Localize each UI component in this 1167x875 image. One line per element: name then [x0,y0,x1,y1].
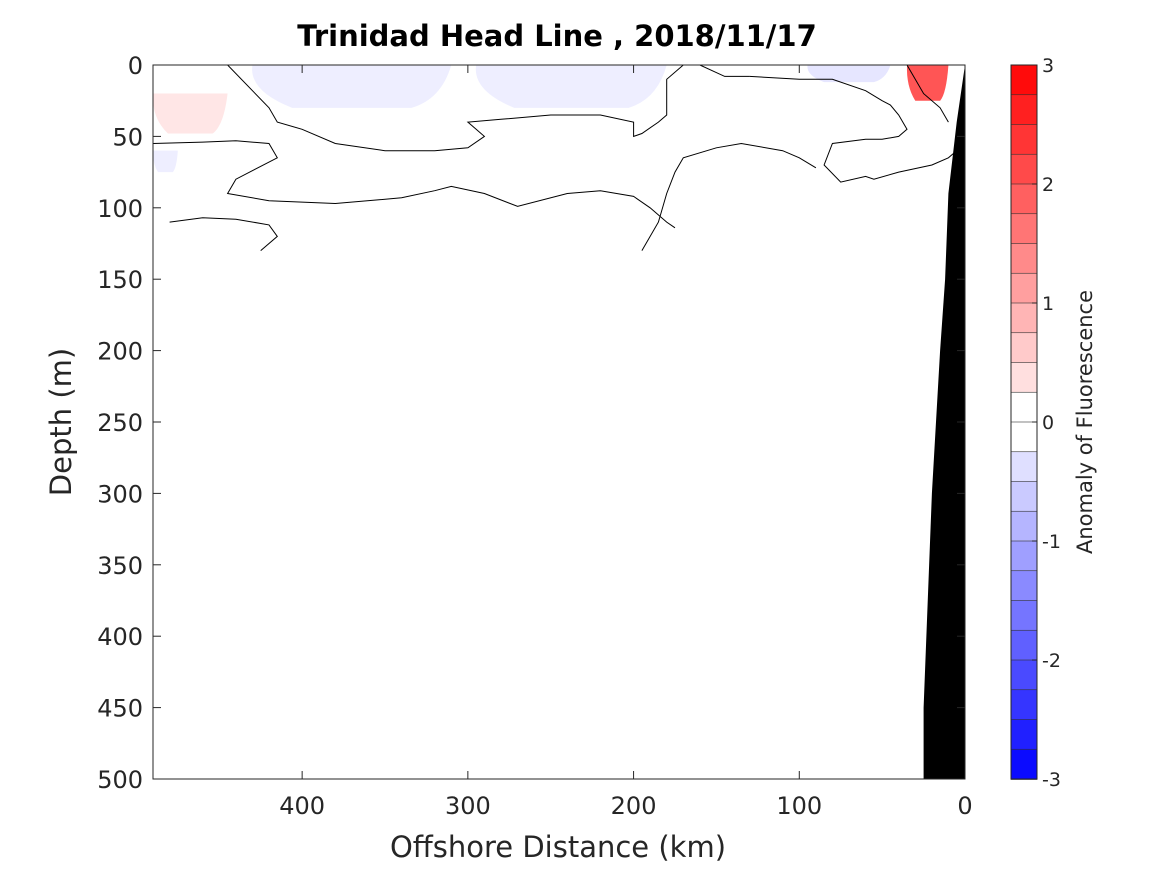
colorbar-segment [1010,243,1038,275]
x-tick-label: 400 [279,792,325,820]
colorbar-segment [1010,421,1038,453]
anomaly-region [252,65,452,108]
plot-area [153,65,965,779]
y-axis-label: Depth (m) [44,348,78,496]
zero-contour-line [153,140,676,229]
zero-contour-line [169,217,278,251]
bathymetry-layer [923,65,965,779]
colorbar-label: Anomaly of Fluorescence [1073,290,1097,554]
chart-title: Trinidad Head Line , 2018/11/17 [297,19,817,53]
x-axis-label: Offshore Distance (km) [390,830,726,864]
colorbar-segment [1010,481,1038,513]
colorbar-segment [1010,124,1038,156]
colorbar-tick-label: -1 [1042,531,1061,553]
colorbar-segment [1010,748,1038,780]
y-tick-label: 150 [97,266,143,294]
y-tick-label: 450 [97,695,143,723]
zero-contour-line [906,65,949,123]
colorbar-segment [1010,94,1038,126]
anomaly-region [906,65,949,101]
seafloor-bathymetry [923,65,965,779]
colorbar-tick-label: -3 [1042,769,1061,791]
colorbar-segment [1010,64,1038,96]
x-axis-ticks: 400 300 200 100 0 [279,65,973,820]
anomaly-region [475,65,667,108]
colorbar-tick-label: -2 [1042,650,1061,672]
colorbar-segment [1010,272,1038,304]
y-tick-label: 250 [97,409,143,437]
colorbar-segment [1010,719,1038,751]
colorbar: 3 2 1 0 -1 -2 -3 [1010,55,1061,791]
zero-contours [153,65,958,251]
colorbar-segment [1010,391,1038,423]
y-tick-label: 50 [112,123,143,151]
colorbar-tick-label: 2 [1042,174,1054,196]
colorbar-tick-label: 3 [1042,55,1054,77]
colorbar-segment [1010,540,1038,572]
anomaly-region [807,65,891,83]
anomaly-region [153,93,228,134]
colorbar-segment [1010,570,1038,602]
colorbar-segment [1010,629,1038,661]
x-tick-label: 300 [445,792,491,820]
colorbar-segment [1010,302,1038,334]
colorbar-segment [1010,362,1038,394]
x-tick-label: 200 [611,792,657,820]
colorbar-segment [1010,689,1038,721]
y-tick-label: 500 [97,766,143,794]
y-tick-label: 100 [97,195,143,223]
zero-contour-line [749,75,958,183]
zero-contour-line [641,142,817,251]
colorbar-segment [1010,213,1038,245]
colorbar-segment [1010,451,1038,483]
x-tick-label: 0 [957,792,972,820]
y-tick-label: 350 [97,552,143,580]
y-tick-label: 400 [97,623,143,651]
y-tick-label: 300 [97,480,143,508]
anomaly-fills [153,65,949,173]
colorbar-segment [1010,332,1038,364]
colorbar-tick-label: 1 [1042,293,1054,315]
x-tick-label: 100 [776,792,822,820]
y-tick-label: 200 [97,338,143,366]
y-axis-ticks: 0 50 100 150 200 250 300 350 400 450 500 [97,52,965,794]
anomaly-region [153,150,178,173]
colorbar-segment [1010,183,1038,215]
y-tick-label: 0 [128,52,143,80]
colorbar-tick-label: 0 [1042,412,1054,434]
colorbar-segment [1010,600,1038,632]
zero-contour-line [227,65,750,152]
colorbar-segment [1010,510,1038,542]
colorbar-segment [1010,659,1038,691]
colorbar-segment [1010,153,1038,185]
